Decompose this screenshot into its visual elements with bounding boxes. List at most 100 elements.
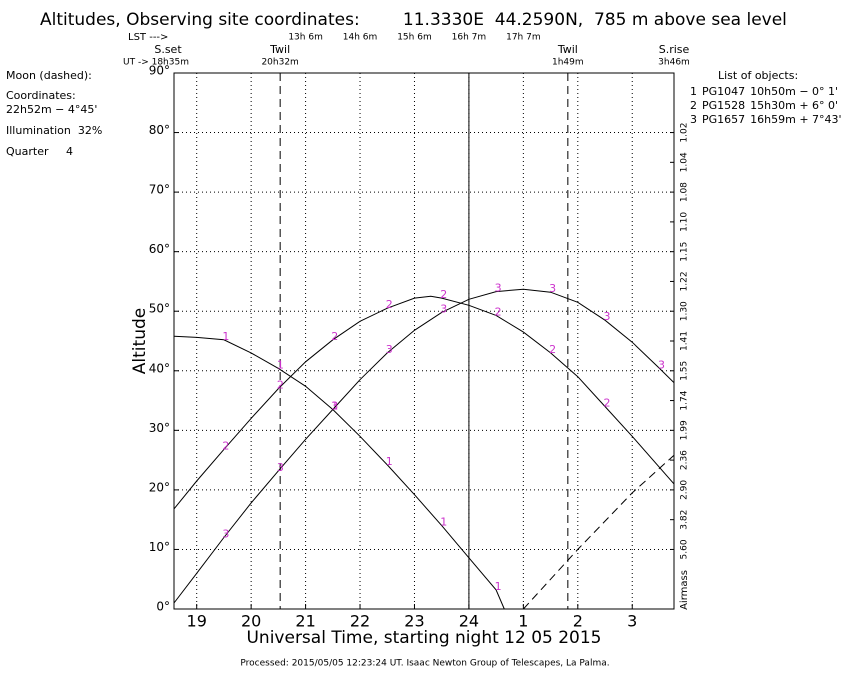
- y2-tick-label: 1.15: [680, 242, 690, 262]
- y2-tick-label: 3.82: [680, 510, 690, 530]
- lst-label: 17h 7m: [506, 33, 541, 43]
- y2-tick-label: 1.99: [680, 420, 690, 440]
- series-marker: 2: [331, 330, 338, 343]
- y-tick-label: 20°: [149, 480, 170, 494]
- event-time: 1h49m: [552, 58, 584, 68]
- series-marker: 1: [277, 358, 284, 371]
- lst-label: 16h 7m: [452, 33, 487, 43]
- series-marker: 3: [222, 528, 229, 541]
- y2-tick-label: 1.22: [680, 271, 690, 291]
- moon-quarter: Quarter 4: [6, 145, 73, 158]
- event-time: 3h46m: [658, 58, 690, 68]
- event-time: UT -> 18h35m: [123, 58, 189, 68]
- series-marker: 2: [222, 439, 229, 452]
- series-marker: 3: [277, 461, 284, 474]
- lst-title: LST --->: [128, 32, 168, 43]
- y2-tick-label: 1.02: [680, 123, 690, 143]
- x-tick-label: 21: [295, 612, 315, 631]
- y2-tick-label: 1.74: [680, 390, 690, 410]
- series-marker: 1: [495, 580, 502, 593]
- event-label: Twil: [557, 43, 578, 56]
- x-tick-label: 19: [187, 612, 207, 631]
- chart-title: Altitudes, Observing site coordinates: 1…: [40, 10, 787, 30]
- series-marker: 2: [495, 305, 502, 318]
- legend-id: 3: [690, 113, 697, 126]
- x-tick-label: 20: [241, 612, 261, 631]
- series-marker: 2: [549, 343, 556, 356]
- plot-frame: [173, 72, 675, 610]
- footer: Processed: 2015/05/05 12:23:24 UT. Isaac…: [240, 659, 609, 669]
- y2-tick-label: 1.30: [680, 301, 690, 321]
- y-tick-label: 70°: [149, 183, 170, 197]
- series-marker: 2: [604, 397, 611, 410]
- y-tick-label: 40°: [149, 361, 170, 375]
- moon-title: Moon (dashed):: [6, 69, 92, 82]
- series-line: [173, 295, 675, 510]
- moon-coord-title: Coordinates:: [6, 89, 76, 102]
- y-axis-label: Altitude: [130, 308, 150, 374]
- x-tick-label: 22: [350, 612, 370, 631]
- series-line: [173, 335, 505, 610]
- series-marker: 3: [331, 399, 338, 412]
- event-label: Twil: [269, 43, 290, 56]
- lst-label: 15h 6m: [397, 33, 432, 43]
- y-tick-label: 50°: [149, 302, 170, 316]
- series-marker: 1: [386, 455, 393, 468]
- x-tick-label: 23: [404, 612, 424, 631]
- series-marker: 3: [440, 302, 447, 315]
- series-marker: 3: [658, 358, 665, 371]
- y2-axis-label: Airmass: [679, 570, 690, 610]
- series-marker: 2: [386, 298, 393, 311]
- legend-coords: 15h30m + 6° 0': [750, 99, 838, 112]
- series-marker: 3: [604, 310, 611, 323]
- y2-tick-label: 1.41: [680, 331, 690, 351]
- series-marker: 1: [440, 516, 447, 529]
- x-tick-label: 24: [459, 612, 479, 631]
- series-marker: 3: [386, 343, 393, 356]
- legend-name: PG1528: [702, 99, 745, 112]
- legend-coords: 10h50m − 0° 1': [750, 85, 838, 98]
- legend-name: PG1047: [702, 85, 745, 98]
- legend-id: 1: [690, 85, 697, 98]
- lst-label: 14h 6m: [343, 33, 378, 43]
- y-tick-label: 0°: [156, 600, 170, 614]
- x-tick-label: 1: [518, 612, 528, 631]
- legend-entry: 1 PG1047 10h50m − 0° 1': [690, 85, 838, 98]
- event-label: S.rise: [659, 43, 690, 56]
- y2-tick-label: 1.55: [680, 361, 690, 381]
- y-tick-label: 10°: [149, 540, 170, 554]
- series-marker: 3: [495, 282, 502, 295]
- x-axis-label: Universal Time, starting night 12 05 201…: [246, 628, 601, 648]
- legend-id: 2: [690, 99, 697, 112]
- moon-illumination: Illumination 32%: [6, 124, 102, 137]
- moon-line: [523, 454, 675, 610]
- y2-tick-label: 1.04: [680, 152, 690, 172]
- moon-coords: 22h52m − 4°45': [6, 103, 97, 116]
- legend-coords: 16h59m + 7°43': [750, 113, 841, 126]
- y2-tick-label: 5.60: [680, 539, 690, 559]
- series-marker: 1: [331, 399, 338, 412]
- y-tick-label: 30°: [149, 421, 170, 435]
- x-tick-label: 3: [627, 612, 637, 631]
- lst-label: 13h 6m: [288, 33, 323, 43]
- series-marker: 2: [277, 379, 284, 392]
- y-tick-label: 60°: [149, 242, 170, 256]
- series-marker: 3: [549, 282, 556, 295]
- legend-name: PG1657: [702, 113, 745, 126]
- y2-tick-label: 2.90: [680, 480, 690, 500]
- legend-entry: 3 PG1657 16h59m + 7°43': [690, 113, 842, 126]
- series-line: [173, 288, 675, 604]
- x-tick-label: 2: [573, 612, 583, 631]
- y2-tick-label: 2.36: [680, 450, 690, 470]
- event-label: S.set: [154, 43, 182, 56]
- y-tick-label: 80°: [149, 123, 170, 137]
- series-marker: 1: [222, 330, 229, 343]
- y2-tick-label: 1.10: [680, 212, 690, 232]
- event-time: 20h32m: [261, 58, 298, 68]
- legend-entry: 2 PG1528 15h30m + 6° 0': [690, 99, 838, 112]
- list-title: List of objects:: [718, 69, 798, 82]
- y2-tick-label: 1.08: [680, 182, 690, 202]
- y-tick-label: 90°: [149, 64, 170, 78]
- series-marker: 2: [440, 288, 447, 301]
